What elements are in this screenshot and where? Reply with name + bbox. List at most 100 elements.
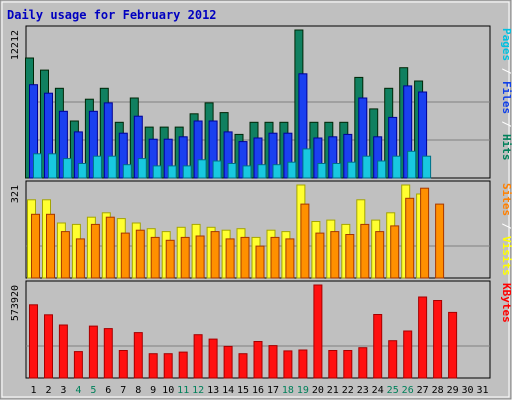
bar-kbytes-day-9 [148,353,158,379]
bar-pages-day-15 [242,165,252,179]
bar-sites-day-4 [75,238,85,279]
legend-part: Hits [500,134,512,161]
day-label-29: 29 [447,385,459,396]
bar-pages-day-2 [48,153,57,179]
bar-sites-day-6 [105,216,115,279]
bar-kbytes-day-2 [44,314,53,379]
day-label-5: 5 [90,385,96,396]
y-axis-max-label: 12212 [10,30,21,60]
bar-sites-day-3 [60,231,70,279]
bar-sites-day-18 [285,238,295,279]
y-axis-max-label: 321 [10,185,21,203]
bar-pages-day-7 [122,164,132,179]
bar-kbytes-day-22 [343,350,353,379]
bar-sites-day-5 [90,223,100,279]
legend-part: / [500,61,512,81]
day-axis: 1 2 3 4 5 6 7 8 9 10 11 12 13 14 15 16 17 18 19 20 21 22 23 24 2… [30,385,488,396]
bar-kbytes-day-13 [208,338,218,379]
bar-pages-day-24 [377,160,387,179]
bar-sites-day-2 [46,213,55,279]
bar-sites-day-19 [300,203,310,279]
bar-pages-day-20 [317,163,327,179]
bar-pages-day-12 [197,159,207,179]
bar-kbytes-day-5 [88,325,98,379]
day-label-24: 24 [372,385,384,396]
bar-pages-day-8 [137,158,147,179]
bar-kbytes-day-11 [178,351,188,379]
day-label-1: 1 [30,385,36,396]
bar-kbytes-day-1 [29,304,38,379]
bar-sites-day-26 [405,197,415,279]
bar-sites-day-12 [195,235,205,279]
bar-pages-day-13 [212,160,222,179]
bar-kbytes-day-14 [223,345,233,379]
bar-kbytes-day-7 [118,350,128,379]
bar-pages-day-5 [92,155,102,179]
bar-sites-day-23 [360,223,370,279]
bar-pages-day-14 [227,163,237,179]
day-label-30: 30 [461,385,473,396]
bar-sites-day-27 [420,187,430,279]
bar-kbytes-day-23 [358,347,368,379]
day-label-15: 15 [237,385,249,396]
bar-sites-day-15 [240,236,250,279]
bar-sites-day-20 [315,232,325,279]
bar-kbytes-day-6 [103,328,113,379]
day-label-12: 12 [192,385,204,396]
bar-pages-day-6 [107,155,117,179]
day-label-14: 14 [222,385,234,396]
bar-sites-day-9 [150,236,160,279]
bar-pages-day-11 [182,165,192,179]
bar-sites-day-10 [165,239,175,279]
bar-pages-day-18 [287,161,297,179]
chart-title: Daily usage for February 2012 [7,8,217,22]
bar-kbytes-day-29 [448,311,458,379]
day-label-2: 2 [45,385,51,396]
bar-sites-day-25 [390,225,400,279]
legend-part: Files [500,81,512,114]
legend-label: Pages / Files / Hits [500,28,512,161]
bar-pages-day-17 [272,164,282,179]
bar-sites-day-24 [375,231,385,279]
bar-pages-day-10 [167,165,177,179]
bar-sites-day-1 [31,213,40,279]
bar-kbytes-day-10 [163,353,173,379]
bar-sites-day-14 [225,238,235,279]
bar-sites-day-7 [120,232,130,279]
day-label-25: 25 [387,385,399,396]
bar-sites-day-11 [180,236,190,279]
bar-kbytes-day-8 [133,332,143,379]
day-label-28: 28 [432,385,444,396]
day-label-9: 9 [150,385,156,396]
day-label-11: 11 [177,385,189,396]
day-label-19: 19 [297,385,309,396]
bar-kbytes-day-19 [298,349,308,379]
bar-pages-day-21 [332,163,342,179]
legend-label: KBytes [500,283,512,323]
day-label-18: 18 [282,385,294,396]
bar-kbytes-day-21 [328,350,338,379]
day-label-31: 31 [476,385,488,396]
day-label-16: 16 [252,385,264,396]
day-label-10: 10 [162,385,174,396]
day-label-21: 21 [327,385,339,396]
legend-label: Sites / Visits [500,183,512,276]
day-label-23: 23 [357,385,369,396]
bar-pages-day-23 [362,155,372,179]
bar-kbytes-day-28 [433,300,443,379]
day-label-4: 4 [75,385,81,396]
day-label-3: 3 [60,385,66,396]
bar-sites-day-16 [255,245,265,279]
bar-kbytes-day-16 [253,341,263,379]
bar-sites-day-22 [345,234,355,279]
day-label-6: 6 [105,385,111,396]
bar-kbytes-day-12 [193,334,203,379]
bar-kbytes-day-20 [313,284,323,379]
bar-pages-day-1 [33,153,42,179]
bar-kbytes-day-26 [403,330,413,379]
bar-pages-day-3 [62,158,72,179]
bar-kbytes-day-15 [238,353,248,379]
bar-pages-day-22 [347,161,357,179]
